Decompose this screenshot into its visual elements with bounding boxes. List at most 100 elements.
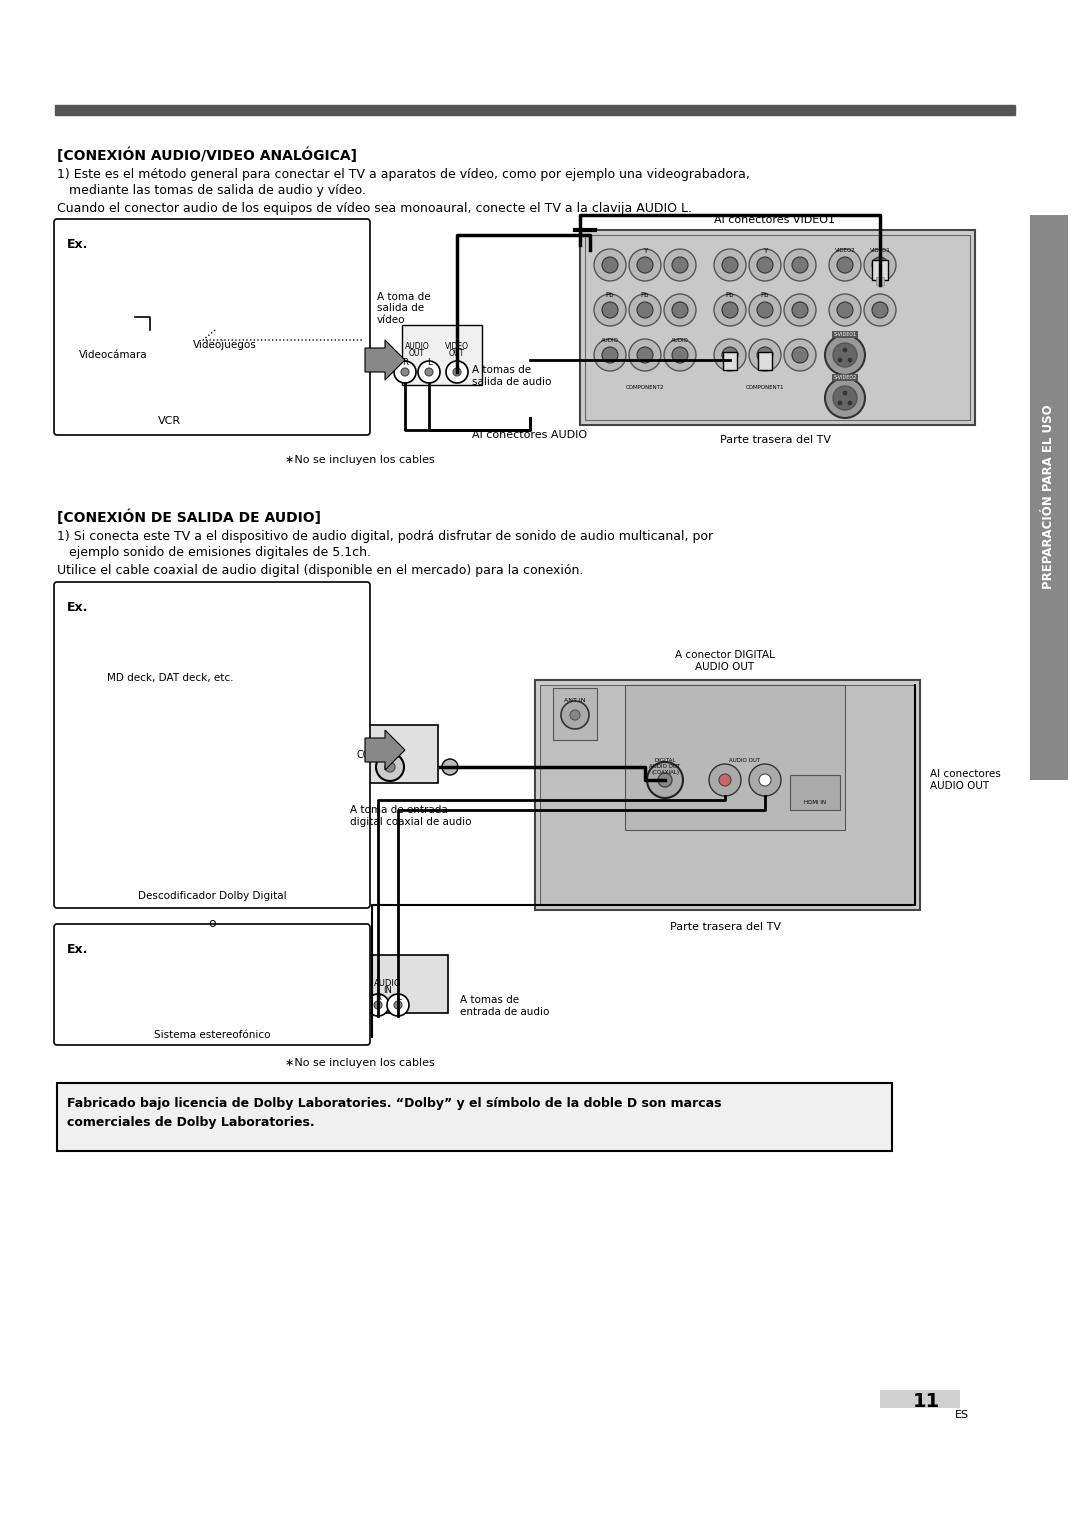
- Circle shape: [672, 303, 688, 318]
- Circle shape: [594, 293, 626, 325]
- Circle shape: [792, 303, 808, 318]
- Circle shape: [570, 711, 580, 720]
- Circle shape: [723, 257, 738, 274]
- Text: Descodificador Dolby Digital: Descodificador Dolby Digital: [137, 891, 286, 902]
- Circle shape: [446, 361, 468, 384]
- Text: ES: ES: [955, 1410, 969, 1420]
- Text: COMPONENT2: COMPONENT2: [625, 385, 664, 390]
- Bar: [85, 643, 165, 657]
- Bar: [580, 231, 975, 425]
- Polygon shape: [365, 730, 405, 770]
- Bar: [55, 105, 1015, 115]
- Circle shape: [784, 293, 816, 325]
- Circle shape: [401, 368, 409, 376]
- Circle shape: [664, 293, 696, 325]
- Text: Utilice el cable coaxial de audio digital (disponible en el mercado) para la con: Utilice el cable coaxial de audio digita…: [57, 564, 583, 578]
- Bar: [85, 286, 133, 316]
- Text: PREPARACIÓN PARA EL USO: PREPARACIÓN PARA EL USO: [1042, 405, 1055, 590]
- Bar: [350, 724, 438, 782]
- Text: COAXIAL: COAXIAL: [356, 750, 400, 759]
- Text: ejemplo sonido de emisiones digitales de 5.1ch.: ejemplo sonido de emisiones digitales de…: [57, 545, 372, 559]
- Bar: [1030, 215, 1068, 779]
- Text: A tomas de
salida de audio: A tomas de salida de audio: [472, 365, 552, 387]
- Text: Pb: Pb: [726, 292, 734, 298]
- Text: AUDIO: AUDIO: [602, 338, 619, 342]
- Text: DIGITAL
AUDIO OUT
(COAXIAL): DIGITAL AUDIO OUT (COAXIAL): [649, 758, 680, 775]
- Text: R: R: [375, 993, 381, 1002]
- Circle shape: [757, 347, 773, 364]
- Text: VIDEO1: VIDEO1: [869, 248, 890, 254]
- Text: mediante las tomas de salida de audio y vídeo.: mediante las tomas de salida de audio y …: [57, 183, 366, 197]
- Circle shape: [602, 257, 618, 274]
- Text: R: R: [402, 358, 408, 367]
- Circle shape: [594, 249, 626, 281]
- Circle shape: [426, 368, 433, 376]
- Circle shape: [714, 249, 746, 281]
- Text: Parte trasera del TV: Parte trasera del TV: [719, 435, 831, 445]
- Circle shape: [246, 642, 258, 652]
- Bar: [723, 351, 737, 370]
- Circle shape: [86, 753, 96, 762]
- Text: Fabricado bajo licencia de Dolby Laboratories. “Dolby” y el símbolo de la doble : Fabricado bajo licencia de Dolby Laborat…: [67, 1097, 721, 1129]
- Text: AUDIO OUT: AUDIO OUT: [729, 758, 760, 762]
- Circle shape: [239, 376, 255, 393]
- Bar: [170, 643, 210, 657]
- Circle shape: [629, 293, 661, 325]
- Text: o: o: [208, 917, 216, 931]
- Text: COMPONENT1: COMPONENT1: [746, 385, 784, 390]
- Bar: [90, 957, 258, 995]
- Circle shape: [833, 342, 858, 367]
- Text: HDMI IN: HDMI IN: [804, 801, 826, 805]
- Text: Pb: Pb: [606, 292, 615, 298]
- Text: A conector DIGITAL
AUDIO OUT: A conector DIGITAL AUDIO OUT: [675, 651, 775, 672]
- Circle shape: [637, 257, 653, 274]
- Circle shape: [708, 764, 741, 796]
- Circle shape: [838, 400, 842, 405]
- Text: L: L: [395, 993, 401, 1002]
- Circle shape: [792, 257, 808, 274]
- Circle shape: [750, 764, 781, 796]
- Circle shape: [714, 293, 746, 325]
- Text: S-VIDEO1: S-VIDEO1: [834, 332, 856, 338]
- Text: [CONEXIÓN DE SALIDA DE AUDIO]: [CONEXIÓN DE SALIDA DE AUDIO]: [57, 510, 321, 526]
- Circle shape: [66, 969, 86, 989]
- Circle shape: [270, 969, 291, 989]
- Circle shape: [829, 293, 861, 325]
- Bar: [876, 277, 885, 286]
- Circle shape: [242, 970, 254, 983]
- Circle shape: [848, 400, 852, 405]
- Text: A toma de
salida de
vídeo: A toma de salida de vídeo: [377, 292, 431, 325]
- Text: A toma de entrada
digital coaxial de audio: A toma de entrada digital coaxial de aud…: [350, 805, 472, 827]
- FancyBboxPatch shape: [54, 219, 370, 435]
- Circle shape: [85, 767, 97, 779]
- Circle shape: [221, 703, 231, 714]
- Circle shape: [394, 361, 416, 384]
- Circle shape: [672, 347, 688, 364]
- Circle shape: [664, 249, 696, 281]
- Circle shape: [750, 249, 781, 281]
- Circle shape: [629, 249, 661, 281]
- Bar: [114, 782, 215, 810]
- Circle shape: [187, 788, 203, 805]
- Bar: [872, 260, 888, 280]
- FancyBboxPatch shape: [54, 582, 370, 908]
- FancyBboxPatch shape: [54, 924, 370, 1045]
- Circle shape: [79, 746, 103, 770]
- Circle shape: [637, 303, 653, 318]
- Circle shape: [214, 642, 226, 652]
- Text: Pb: Pb: [640, 292, 649, 298]
- Text: Pb: Pb: [760, 292, 769, 298]
- Bar: [77, 397, 262, 406]
- Circle shape: [872, 303, 888, 318]
- Text: Videojuegos: Videojuegos: [193, 341, 257, 350]
- Circle shape: [825, 335, 865, 374]
- Bar: [72, 362, 267, 397]
- Text: Ex.: Ex.: [67, 238, 89, 251]
- Bar: [203, 278, 243, 330]
- Bar: [268, 960, 292, 999]
- Text: A tomas de
entrada de audio: A tomas de entrada de audio: [460, 995, 550, 1016]
- Circle shape: [672, 257, 688, 274]
- Circle shape: [658, 773, 672, 787]
- Bar: [758, 351, 772, 370]
- Circle shape: [594, 339, 626, 371]
